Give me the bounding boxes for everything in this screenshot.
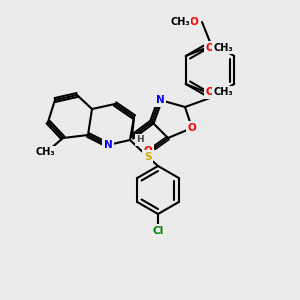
Text: N: N — [156, 95, 164, 105]
Text: CH₃: CH₃ — [170, 17, 190, 27]
Text: Cl: Cl — [152, 226, 164, 236]
Text: CH₃: CH₃ — [214, 87, 234, 97]
Text: O: O — [144, 146, 152, 156]
Text: CH₃: CH₃ — [214, 43, 234, 53]
Text: O: O — [188, 123, 196, 133]
Text: N: N — [103, 140, 112, 150]
Text: CH₃: CH₃ — [35, 147, 55, 157]
Text: O: O — [206, 87, 214, 97]
Text: H: H — [136, 136, 144, 145]
Text: O: O — [190, 17, 198, 27]
Text: O: O — [206, 43, 214, 53]
Text: S: S — [144, 152, 152, 162]
